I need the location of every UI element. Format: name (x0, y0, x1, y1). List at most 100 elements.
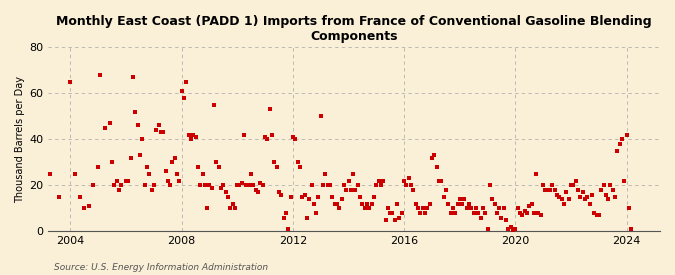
Point (252, 190, 263, 194)
Point (269, 160, 279, 164)
Point (608, 188, 618, 192)
Point (283, 227, 294, 231)
Point (510, 227, 521, 231)
Point (589, 211, 599, 215)
Point (100, 125, 111, 130)
Point (220, 190, 231, 194)
Point (241, 183, 252, 188)
Point (176, 89, 187, 93)
Point (568, 183, 578, 188)
Point (148, 183, 159, 188)
Point (401, 183, 412, 188)
Point (425, 202, 435, 206)
Point (244, 183, 254, 188)
Point (473, 211, 484, 215)
Point (95, 72, 106, 77)
Point (216, 185, 227, 190)
Point (267, 132, 277, 137)
Point (461, 206, 472, 211)
Point (186, 137, 196, 141)
Point (529, 211, 539, 215)
Point (207, 185, 217, 190)
Point (237, 181, 248, 185)
Point (494, 206, 505, 211)
Point (265, 107, 275, 111)
Point (489, 202, 500, 206)
Point (329, 202, 340, 206)
Title: Monthly East Coast (PADD 1) Imports from France of Conventional Gasoline Blendin: Monthly East Coast (PADD 1) Imports from… (56, 15, 652, 43)
Point (257, 183, 268, 188)
Point (195, 183, 206, 188)
Point (130, 109, 140, 114)
Point (294, 165, 305, 169)
Point (84, 204, 95, 208)
Point (383, 206, 394, 211)
Point (248, 183, 259, 188)
Point (234, 183, 245, 188)
Point (367, 202, 377, 206)
Point (577, 190, 588, 194)
Point (225, 206, 236, 211)
Point (496, 215, 507, 220)
Point (371, 183, 382, 188)
Point (533, 211, 544, 215)
Point (369, 195, 379, 199)
Point (545, 188, 556, 192)
Point (459, 197, 470, 201)
Point (556, 197, 567, 201)
Point (227, 202, 238, 206)
Point (624, 206, 634, 211)
Point (153, 123, 164, 128)
Point (281, 211, 292, 215)
Point (456, 202, 467, 206)
Point (464, 202, 475, 206)
Point (394, 215, 405, 220)
Point (290, 137, 300, 141)
Point (132, 123, 143, 128)
Point (302, 215, 313, 220)
Point (211, 160, 222, 164)
Point (304, 197, 315, 201)
Point (559, 202, 570, 206)
Point (517, 213, 528, 218)
Point (404, 176, 414, 181)
Point (491, 211, 502, 215)
Point (197, 172, 208, 176)
Point (239, 132, 250, 137)
Point (598, 183, 609, 188)
Point (183, 132, 194, 137)
Point (373, 178, 384, 183)
Point (262, 137, 273, 141)
Point (392, 202, 402, 206)
Point (181, 79, 192, 84)
Point (334, 206, 345, 211)
Point (260, 135, 271, 139)
Point (116, 183, 127, 188)
Point (524, 204, 535, 208)
Point (540, 188, 551, 192)
Point (74, 195, 85, 199)
Point (169, 155, 180, 160)
Point (380, 218, 391, 222)
Point (146, 188, 157, 192)
Point (387, 211, 398, 215)
Point (512, 206, 523, 211)
Point (626, 227, 637, 231)
Point (93, 165, 104, 169)
Point (619, 178, 630, 183)
Point (410, 202, 421, 206)
Point (286, 195, 296, 199)
Point (446, 211, 456, 215)
Point (271, 165, 282, 169)
Point (174, 178, 185, 183)
Point (429, 153, 439, 158)
Point (107, 160, 117, 164)
Point (378, 178, 389, 183)
Point (438, 195, 449, 199)
Point (230, 206, 240, 211)
Point (466, 206, 477, 211)
Point (134, 153, 145, 158)
Point (503, 227, 514, 231)
Point (123, 178, 134, 183)
Point (341, 188, 352, 192)
